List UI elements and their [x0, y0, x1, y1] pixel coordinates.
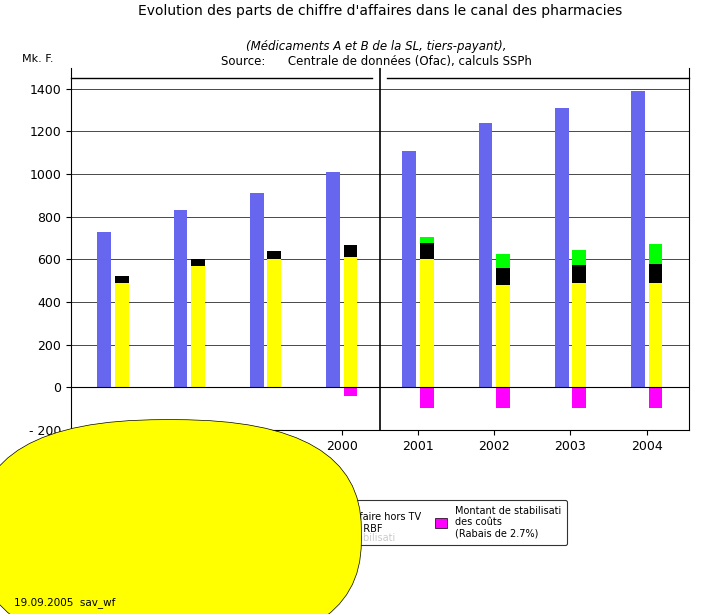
Text: 19.09.2005  sav_wf: 19.09.2005 sav_wf	[14, 597, 116, 608]
Title: Evolution des parts de chiffre d'affaires dans le canal des pharmacies: Evolution des parts de chiffre d'affaire…	[138, 4, 622, 18]
Bar	[496, 254, 510, 268]
Bar	[572, 283, 586, 387]
Bar	[420, 387, 434, 408]
Bar	[496, 285, 510, 387]
Bar	[344, 246, 357, 257]
Bar	[191, 266, 205, 387]
Bar	[173, 211, 187, 387]
Bar	[649, 283, 662, 387]
Text: (Médicaments A et B de la SL, tiers-payant),: (Médicaments A et B de la SL, tiers-paya…	[246, 40, 506, 53]
Legend: Part Industriel
(ex factory), Part du grossiste, Part tarifaire hors TV
(Forfait: Part Industriel (ex factory), Part du gr…	[76, 500, 567, 545]
Bar	[420, 243, 434, 259]
Text: Mk. F.: Mk. F.	[21, 54, 53, 64]
Bar	[631, 91, 645, 387]
FancyBboxPatch shape	[0, 419, 361, 614]
Bar	[572, 250, 586, 265]
Bar	[250, 193, 263, 387]
Bar	[115, 276, 129, 283]
Bar	[115, 283, 129, 387]
Bar	[268, 251, 281, 259]
Bar	[268, 259, 281, 387]
Bar	[344, 387, 357, 395]
Text: Part du pharmacie  - montant de stabilisati
des coûts: Part du pharmacie - montant de stabilisa…	[185, 533, 395, 554]
Text: Source:      Centrale de données (Ofac), calculs SSPh: Source: Centrale de données (Ofac), calc…	[221, 55, 532, 68]
Bar	[496, 387, 510, 408]
Bar	[97, 231, 111, 387]
Bar	[326, 172, 340, 387]
Bar	[649, 244, 662, 263]
Bar	[572, 387, 586, 408]
Bar	[479, 123, 492, 387]
Bar	[191, 259, 205, 266]
Bar	[403, 150, 416, 387]
Bar	[420, 237, 434, 243]
Bar	[649, 387, 662, 408]
Bar	[420, 259, 434, 387]
Bar	[555, 108, 569, 387]
Bar	[572, 265, 586, 283]
Bar	[649, 263, 662, 283]
Bar	[496, 268, 510, 285]
Bar	[344, 257, 357, 387]
